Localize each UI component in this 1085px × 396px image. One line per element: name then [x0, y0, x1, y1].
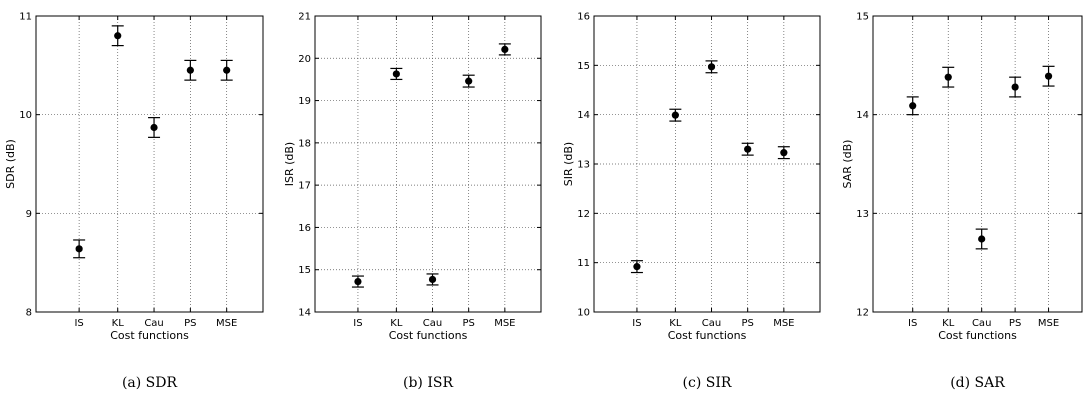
- x-tick-label: IS: [353, 318, 362, 329]
- x-tick-label: Cau: [144, 318, 163, 329]
- data-point: [392, 70, 400, 78]
- y-tick-label: 14: [856, 110, 869, 121]
- plot-frame: [314, 15, 542, 313]
- x-tick-label: MSE: [216, 318, 237, 329]
- data-point: [428, 275, 437, 284]
- x-axis-label: Cost functions: [668, 329, 747, 342]
- x-tick-label: IS: [908, 318, 917, 329]
- x-tick-label: MSE: [773, 318, 794, 329]
- y-tick-label: 20: [298, 54, 311, 65]
- y-tick-label: 11: [19, 12, 32, 23]
- x-tick-label: KL: [112, 318, 125, 329]
- y-tick-label: 10: [19, 110, 32, 121]
- y-tick-label: 13: [856, 209, 869, 220]
- x-tick-label: IS: [74, 318, 83, 329]
- y-tick-label: 12: [577, 209, 590, 220]
- x-tick-label: PS: [462, 318, 474, 329]
- y-tick-label: 11: [577, 258, 590, 269]
- x-tick-label: KL: [669, 318, 682, 329]
- subfigure-caption: (a) SDR: [122, 375, 178, 391]
- y-tick-label: 18: [298, 138, 311, 149]
- y-axis-label: SAR (dB): [841, 140, 854, 189]
- y-tick-label: 17: [298, 181, 311, 192]
- y-tick-label: 16: [298, 223, 311, 234]
- y-axis-label: ISR (dB): [283, 142, 296, 186]
- data-point: [501, 45, 509, 54]
- data-point: [944, 73, 952, 81]
- chart-panel-2: 14 15 16 17 18 19 20 21 IS KL Cau PS MSE Cost functio…: [283, 12, 542, 391]
- x-tick-label: MSE: [494, 318, 515, 329]
- y-tick-label: 15: [577, 61, 590, 72]
- data-point: [150, 123, 158, 132]
- y-tick-label: 13: [577, 160, 590, 171]
- subfigure-caption: (b) ISR: [403, 375, 453, 391]
- x-tick-label: IS: [632, 318, 641, 329]
- x-tick-label: PS: [741, 318, 753, 329]
- plot-frame: [872, 15, 1083, 313]
- y-tick-label: 21: [298, 12, 311, 23]
- data-point: [465, 77, 473, 85]
- x-tick-label: MSE: [1038, 318, 1059, 329]
- y-tick-label: 15: [298, 265, 311, 276]
- data-point: [744, 145, 752, 153]
- chart-panel-3: 10 11 12 13 14 15 16 IS KL Cau PS MSE Cost functions…: [562, 12, 821, 391]
- data-point: [354, 277, 362, 286]
- x-tick-label: PS: [184, 318, 196, 329]
- x-tick-label: Cau: [972, 318, 991, 329]
- y-tick-label: 19: [298, 96, 311, 107]
- subfigure-caption: (d) SAR: [950, 375, 1005, 391]
- data-point: [978, 235, 986, 243]
- data-point: [707, 63, 716, 71]
- y-tick-label: 15: [856, 12, 869, 23]
- data-point: [75, 245, 83, 253]
- y-axis-label: SIR (dB): [562, 142, 575, 186]
- y-tick-label: 10: [577, 308, 590, 319]
- x-tick-label: PS: [1009, 318, 1021, 329]
- data-point: [909, 102, 917, 110]
- chart-panel-1: 8 9 10 11 IS KL Cau PS MSE Cost functions SDR (dB)…: [4, 12, 264, 391]
- y-axis-label: SDR (dB): [4, 139, 17, 189]
- y-tick-label: 12: [856, 308, 869, 319]
- data-point: [223, 66, 231, 74]
- data-point: [186, 66, 194, 74]
- y-tick-label: 14: [298, 308, 311, 319]
- data-point: [114, 32, 122, 40]
- x-axis-label: Cost functions: [938, 329, 1017, 342]
- x-tick-label: Cau: [423, 318, 442, 329]
- data-point: [780, 149, 788, 157]
- x-tick-label: Cau: [702, 318, 721, 329]
- y-tick-label: 14: [577, 110, 590, 121]
- y-tick-label: 8: [26, 308, 32, 319]
- data-point: [1044, 72, 1053, 80]
- data-point: [1011, 83, 1019, 91]
- x-axis-label: Cost functions: [110, 329, 189, 342]
- subfigure-caption: (c) SIR: [683, 375, 732, 391]
- y-tick-label: 16: [577, 12, 590, 23]
- chart-panel-4: 12 13 14 15 IS KL Cau PS MSE Cost functions SAR (d…: [841, 12, 1083, 391]
- data-point: [633, 263, 641, 271]
- x-tick-label: KL: [390, 318, 403, 329]
- y-tick-label: 9: [26, 209, 32, 220]
- data-point: [671, 111, 679, 119]
- plot-frame: [35, 15, 264, 313]
- x-tick-label: KL: [942, 318, 955, 329]
- x-axis-label: Cost functions: [389, 329, 468, 342]
